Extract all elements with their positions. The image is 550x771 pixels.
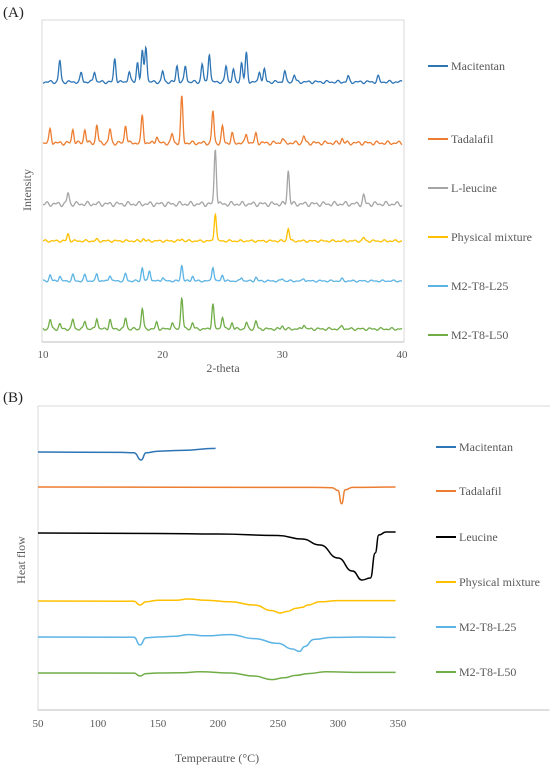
panel-a-legend-label-macitentan: Macitentan [451, 59, 505, 73]
panel-b-legend-label-m2-t8-l25: M2-T8-L25 [459, 620, 516, 634]
panel-a-series [42, 45, 403, 332]
panel-a-label: (A) [3, 5, 24, 21]
panel-b-legend-label-physical-mixture: Physical mixture [459, 575, 540, 589]
panel-b-legend: Macitentan Tadalafil Leucine Physical mixtu… [436, 440, 540, 679]
panel-a-series-line-m2-t8-l25 [42, 264, 402, 283]
panel-a-legend-label-physical-mixture: Physical mixture [451, 230, 532, 244]
panel-a-legend-label-m2-t8-l25: M2-T8-L25 [451, 279, 508, 293]
panel-a-series-line-physical-mixture [42, 212, 402, 244]
panel-a-series-line-tadalafil [42, 95, 403, 146]
panel-b-series [37, 447, 396, 681]
panel-a-x-axis-label: 2-theta [206, 361, 240, 375]
panel-b-legend-label-tadalafil: Tadalafil [459, 484, 502, 498]
panel-a-x-tick-label: 20 [157, 349, 169, 361]
panel-b-x-ticks: 50 100 150 200 250 300 350 [33, 718, 407, 730]
panel-a-x-tick-label: 30 [277, 349, 289, 361]
panel-b-series-line-macitentan [37, 447, 216, 461]
panel-b-series-line-m2-t8-l50 [37, 671, 396, 681]
panel-b-x-tick-label: 250 [270, 718, 287, 730]
panel-b: (B) Heat flow Temperautre (°C) 50 100 150 2… [3, 390, 550, 765]
panel-b-legend-label-leucine: Leucine [459, 530, 498, 544]
panel-a-series-line-macitentan [42, 45, 403, 85]
panel-a-y-axis-label: Intensity [20, 169, 34, 211]
panel-b-x-tick-label: 300 [330, 718, 347, 730]
panel-a-x-tick-label: 10 [38, 349, 50, 361]
panel-a-legend: Macitentan Tadalafil L-leucine Physical mix… [428, 59, 532, 342]
panel-b-y-axis-label: Heat flow [14, 536, 28, 584]
panel-b-legend-label-macitentan: Macitentan [459, 440, 513, 454]
panel-b-x-tick-label: 350 [390, 718, 407, 730]
panel-b-legend-label-m2-t8-l50: M2-T8-L50 [459, 665, 516, 679]
panel-b-x-tick-label: 50 [33, 718, 45, 730]
panel-b-label: (B) [3, 390, 23, 406]
panel-a-legend-label-l-leucine: L-leucine [451, 181, 497, 195]
panel-a-x-tick-label: 40 [397, 349, 409, 361]
panel-a-legend-label-m2-t8-l50: M2-T8-L50 [451, 328, 508, 342]
panel-b-x-tick-label: 150 [150, 718, 167, 730]
panel-b-series-line-leucine [37, 531, 396, 581]
panel-a-legend-label-tadalafil: Tadalafil [451, 132, 494, 146]
panel-a: (A) Intensity 2-theta 10 20 30 40 Macitenta… [3, 5, 532, 375]
panel-b-series-line-m2-t8-l25 [37, 633, 396, 653]
panel-b-series-line-physical-mixture [37, 598, 396, 614]
panel-a-x-ticks: 10 20 30 40 [38, 349, 409, 361]
panel-b-x-tick-label: 200 [210, 718, 227, 730]
panel-b-x-axis-label: Temperautre (°C) [175, 751, 259, 765]
panel-a-plot-frame [41, 19, 405, 343]
panel-a-series-line-l-leucine [42, 149, 403, 208]
panel-b-x-tick-label: 100 [90, 718, 107, 730]
panel-a-series-line-m2-t8-l50 [42, 296, 403, 332]
panel-b-series-line-tadalafil [37, 486, 396, 505]
